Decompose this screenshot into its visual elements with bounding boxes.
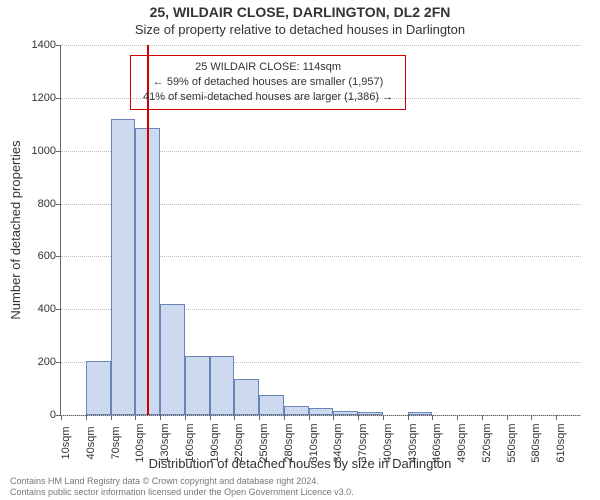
x-tick-mark [383,415,384,420]
x-tick-mark [556,415,557,420]
x-tick-mark [531,415,532,420]
y-tick-mark [56,309,61,310]
x-tick-mark [457,415,458,420]
x-tick-mark [135,415,136,420]
histogram-bar [210,356,235,415]
y-tick-mark [56,98,61,99]
histogram-bar [333,411,358,415]
y-tick-mark [56,204,61,205]
histogram-bar [358,412,383,415]
x-tick-mark [408,415,409,420]
x-tick-mark [160,415,161,420]
x-tick-mark [432,415,433,420]
chart-title: 25, WILDAIR CLOSE, DARLINGTON, DL2 2FN [0,4,600,20]
x-tick-mark [86,415,87,420]
histogram-bar [160,304,185,415]
footer-line-1: Contains HM Land Registry data © Crown c… [10,476,354,487]
histogram-bar [234,379,259,415]
y-tick-mark [56,362,61,363]
x-tick-mark [507,415,508,420]
x-tick-mark [111,415,112,420]
annotation-line-3: 41% of semi-detached houses are larger (… [143,90,393,105]
x-tick-mark [61,415,62,420]
footer-line-2: Contains public sector information licen… [10,487,354,498]
histogram-bar [284,406,309,415]
x-tick-mark [234,415,235,420]
gridline [61,415,581,416]
x-tick-mark [185,415,186,420]
histogram-bar [259,395,284,415]
y-axis-label: Number of detached properties [8,140,23,319]
histogram-bar [111,119,136,415]
y-tick-label: 200 [6,356,56,368]
histogram-bar [408,412,433,415]
y-tick-mark [56,151,61,152]
x-tick-mark [333,415,334,420]
x-tick-mark [309,415,310,420]
y-tick-mark [56,256,61,257]
y-tick-label: 600 [6,250,56,262]
x-tick-mark [482,415,483,420]
y-tick-label: 800 [6,198,56,210]
x-axis-label: Distribution of detached houses by size … [0,456,600,471]
footer-attribution: Contains HM Land Registry data © Crown c… [10,476,354,499]
chart-subtitle: Size of property relative to detached ho… [0,22,600,37]
x-tick-mark [210,415,211,420]
y-tick-label: 0 [6,409,56,421]
histogram-bar [86,361,111,415]
annotation-line-2: ← 59% of detached houses are smaller (1,… [143,75,393,90]
y-tick-mark [56,415,61,416]
y-tick-label: 400 [6,303,56,315]
histogram-bar [185,356,210,415]
histogram-bar [309,408,334,415]
annotation-line-1: 25 WILDAIR CLOSE: 114sqm [143,60,393,75]
x-tick-mark [284,415,285,420]
y-tick-mark [56,45,61,46]
y-tick-label: 1200 [6,92,56,104]
y-tick-label: 1400 [6,39,56,51]
chart-container: 25, WILDAIR CLOSE, DARLINGTON, DL2 2FN S… [0,0,600,500]
y-tick-label: 1000 [6,145,56,157]
x-tick-mark [259,415,260,420]
x-tick-mark [358,415,359,420]
property-annotation-box: 25 WILDAIR CLOSE: 114sqm ← 59% of detach… [130,55,406,110]
